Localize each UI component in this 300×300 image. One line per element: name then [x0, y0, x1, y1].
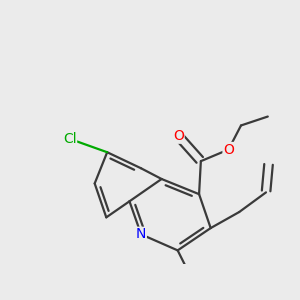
Text: O: O [223, 142, 234, 157]
Text: N: N [136, 227, 146, 241]
Text: O: O [173, 129, 184, 143]
Text: Cl: Cl [63, 132, 76, 146]
